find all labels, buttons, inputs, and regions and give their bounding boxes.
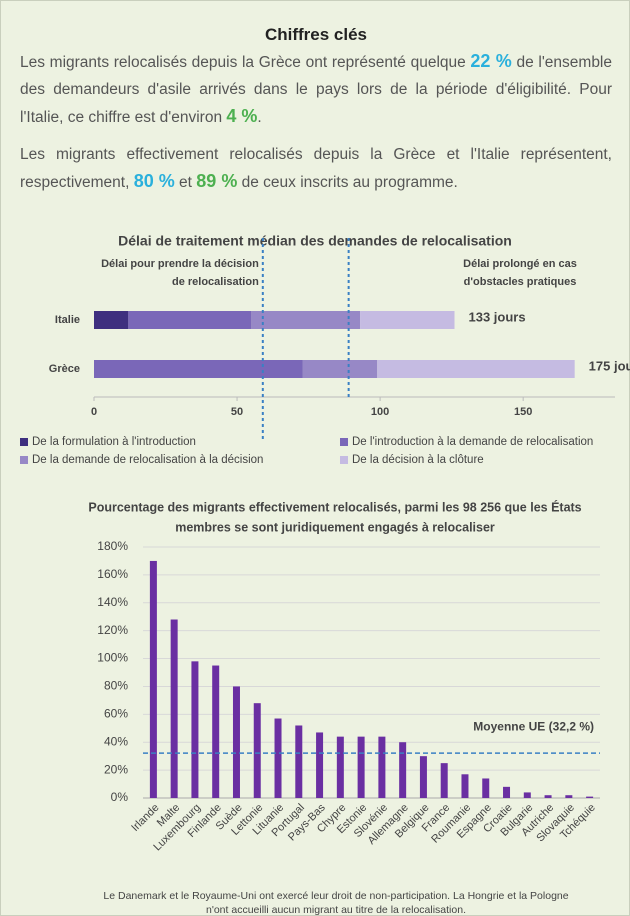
bar: [586, 796, 594, 798]
bar: [357, 736, 365, 798]
bar: [399, 742, 407, 798]
legend-swatch: [20, 456, 28, 464]
total-label: 175 jours: [589, 358, 630, 373]
bar: [191, 661, 199, 798]
category-label: Grèce: [49, 363, 80, 375]
y-tick-label: 0%: [111, 790, 129, 804]
legend-swatch: [340, 438, 348, 446]
bar: [523, 792, 531, 798]
bar: [461, 774, 469, 798]
bar: [212, 665, 220, 798]
bar: [149, 560, 157, 798]
legend-swatch: [20, 438, 28, 446]
bar: [482, 778, 490, 798]
bar: [419, 756, 427, 798]
bar-segment: [128, 311, 252, 329]
highlight: 22 %: [470, 51, 512, 71]
bar: [232, 686, 240, 798]
chart-title: Pourcentage des migrants effectivement r…: [88, 499, 581, 514]
category-label: Italie: [55, 314, 80, 326]
text: Les migrants relocalisés depuis la Grèce…: [20, 54, 471, 71]
bar-segment: [360, 311, 455, 329]
y-tick-label: 180%: [97, 539, 128, 553]
title: Chiffres clés: [264, 25, 368, 44]
reference-label: Moyenne UE (32,2 %): [473, 719, 594, 733]
bar: [378, 736, 386, 798]
y-tick-label: 100%: [97, 651, 128, 665]
chart-title: membres se sont juridiquement engagés à …: [175, 520, 495, 534]
annotation-text: Délai prolongé en cas: [463, 258, 577, 270]
x-tick-label: 100: [371, 406, 389, 418]
annotation-text: d'obstacles pratiques: [464, 276, 577, 288]
bar: [253, 703, 261, 798]
legend-swatch: [340, 456, 348, 464]
x-tick-label: 50: [231, 406, 243, 418]
legend-label: De la demande de relocalisation à la déc…: [32, 454, 263, 466]
x-tick-label: 150: [514, 406, 532, 418]
paragraph: Les migrants relocalisés depuis la Grèce…: [20, 48, 612, 131]
y-tick-label: 20%: [104, 762, 128, 776]
chart-title: Délai de traitement médian des demandes …: [118, 233, 512, 249]
bar: [544, 795, 552, 798]
bar: [295, 725, 303, 798]
y-tick-label: 60%: [104, 707, 128, 721]
paragraph: Les migrants effectivement relocalisés d…: [20, 141, 612, 196]
y-tick-label: 140%: [97, 595, 128, 609]
bar: [440, 763, 448, 798]
key-figures: Chiffres clés Les migrants relocalisés d…: [20, 22, 612, 206]
legend-label: De l'introduction à la demande de reloca…: [352, 436, 593, 448]
bar-segment: [94, 311, 129, 329]
bar: [336, 736, 344, 798]
bar: [274, 718, 282, 798]
highlight: 89 %: [196, 171, 238, 191]
y-tick-label: 80%: [104, 679, 128, 693]
y-tick-label: 120%: [97, 623, 128, 637]
bar-segment: [377, 360, 575, 378]
bar: [316, 732, 324, 798]
text: de ceux inscrits au programme.: [237, 174, 458, 191]
x-tick-label: 0: [91, 406, 97, 418]
annotation-text: de relocalisation: [172, 276, 259, 288]
bar-segment: [251, 311, 361, 329]
bar: [170, 619, 178, 798]
highlight: 80 %: [133, 171, 175, 191]
bar-segment: [302, 360, 378, 378]
annotation-text: Délai pour prendre la décision: [101, 258, 259, 270]
total-label: 133 jours: [469, 309, 526, 324]
text: .: [257, 109, 262, 126]
legend-label: De la décision à la clôture: [352, 454, 484, 466]
bar-segment: [94, 360, 303, 378]
text: de l'ensemble des demandeurs d'asile arr…: [20, 54, 612, 126]
bar: [565, 795, 573, 798]
y-tick-label: 160%: [97, 567, 128, 581]
text: Les migrants effectivement relocalisés d…: [20, 146, 612, 191]
highlight: 4 %: [226, 106, 258, 126]
y-tick-label: 40%: [104, 734, 128, 748]
footnote: n'ont accueilli aucun migrant au titre d…: [206, 904, 466, 916]
footnote: Le Danemark et le Royaume-Uni ont exercé…: [103, 890, 568, 902]
bar: [503, 786, 511, 798]
text: et: [174, 174, 197, 191]
legend-label: De la formulation à l'introduction: [32, 436, 196, 448]
